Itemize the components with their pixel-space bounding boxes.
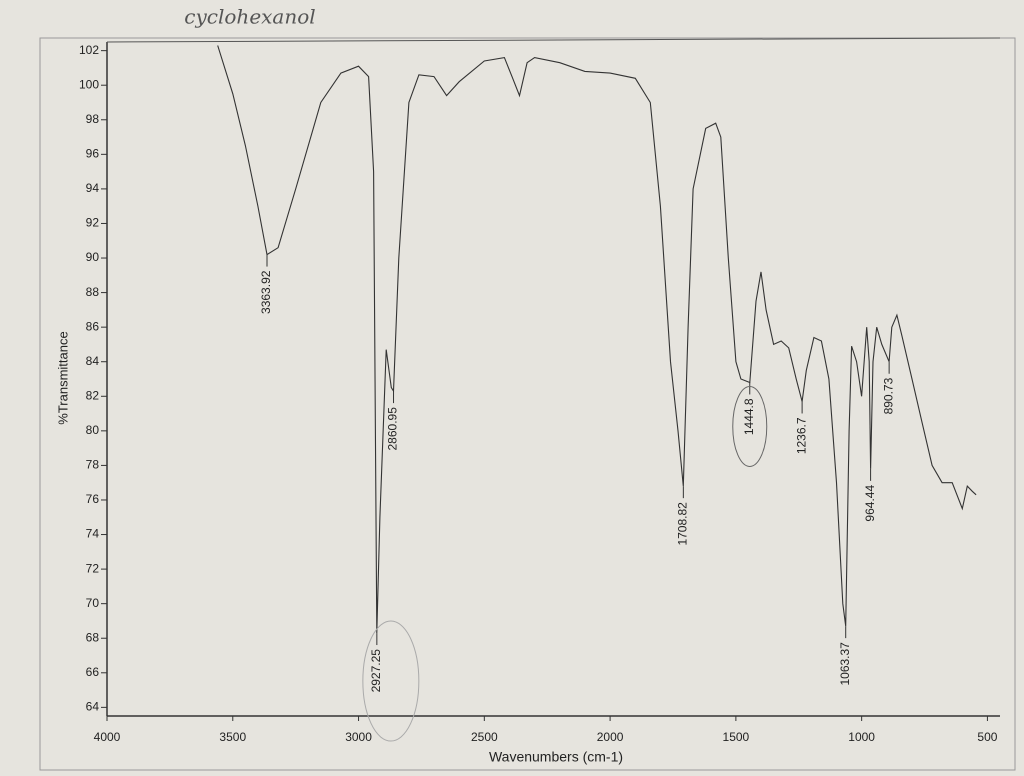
y-tick-label: 70	[86, 596, 100, 610]
y-tick-label: 72	[86, 561, 100, 575]
y-tick-label: 74	[86, 527, 100, 541]
y-tick-label: 94	[86, 181, 100, 195]
peak-label: 1063.37	[838, 642, 852, 686]
peak-label: 890.73	[881, 377, 895, 414]
y-tick-label: 86	[86, 319, 100, 333]
y-tick-label: 76	[86, 492, 100, 506]
y-tick-label: 82	[86, 388, 100, 402]
y-tick-label: 68	[86, 630, 100, 644]
y-tick-label: 84	[86, 354, 100, 368]
y-tick-label: 92	[86, 216, 100, 230]
peak-label: 3363.92	[259, 270, 273, 314]
y-tick-label: 80	[86, 423, 100, 437]
peak-label: 2927.25	[369, 649, 383, 693]
y-axis-label: %Transmittance	[55, 331, 70, 424]
chart-title: cyclohexanol	[184, 5, 315, 29]
y-tick-label: 102	[79, 43, 99, 57]
peak-label: 964.44	[863, 485, 877, 522]
peak-label: 1444.8	[742, 398, 756, 435]
x-tick-label: 2500	[471, 730, 498, 744]
x-tick-label: 2000	[597, 730, 624, 744]
y-tick-label: 66	[86, 665, 100, 679]
y-tick-label: 90	[86, 250, 100, 264]
x-tick-label: 500	[977, 730, 997, 744]
y-tick-label: 64	[86, 700, 100, 714]
spectrum-line	[217, 45, 977, 634]
y-tick-label: 78	[86, 458, 100, 472]
top-border	[106, 37, 1001, 43]
hand-circle	[732, 385, 768, 467]
x-tick-label: 1500	[723, 730, 750, 744]
x-tick-label: 4000	[94, 730, 121, 744]
x-tick-label: 3500	[219, 730, 246, 744]
peak-label: 1236.7	[794, 417, 808, 454]
peak-label: 2860.95	[386, 407, 400, 451]
peak-label: 1708.82	[676, 502, 690, 546]
page-frame	[39, 37, 1016, 771]
y-tick-label: 100	[79, 77, 99, 91]
x-tick-label: 1000	[848, 730, 875, 744]
x-axis-label: Wavenumbers (cm-1)	[489, 749, 623, 765]
y-tick-label: 98	[86, 112, 100, 126]
y-tick-label: 88	[86, 285, 100, 299]
y-tick-label: 96	[86, 147, 100, 161]
hand-circle	[362, 620, 420, 742]
x-tick-label: 3000	[345, 730, 372, 744]
